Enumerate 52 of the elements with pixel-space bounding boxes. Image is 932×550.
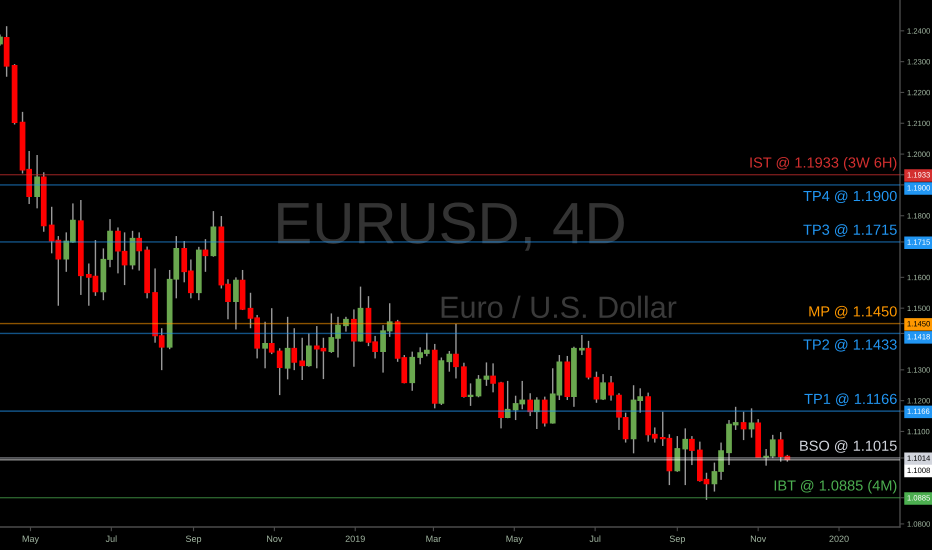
ref-line-label: TP4 @ 1.1900 <box>803 190 897 204</box>
x-tick-label: Jul <box>590 535 600 542</box>
ref-line-label: MP @ 1.1450 <box>809 306 897 318</box>
x-tick-label: Mar <box>426 536 442 542</box>
candlestick <box>740 411 746 441</box>
ref-line-label: TP2 @ 1.1433 <box>803 339 897 352</box>
x-tick-label: May <box>506 536 523 544</box>
candlestick <box>468 382 474 407</box>
candlestick <box>594 370 600 404</box>
candlestick <box>504 380 511 419</box>
text: Euro / U.S. Dollar <box>442 296 676 318</box>
ref-line-label: BSO @ 1.1015 <box>800 440 897 453</box>
candlestick <box>579 334 585 356</box>
x-tick-label: May <box>22 536 39 544</box>
candlestick <box>534 396 540 430</box>
candlestick <box>299 337 306 381</box>
candlestick <box>291 328 298 371</box>
candlestick <box>34 154 40 210</box>
ref-line-label: TP1 @ 1.1166 <box>804 393 897 406</box>
candlestick <box>542 396 548 428</box>
candlestick <box>276 348 283 396</box>
candlestick <box>600 373 606 401</box>
candlestick <box>233 276 239 330</box>
x-tick-label: Sep <box>186 536 202 544</box>
candlestick <box>351 308 357 368</box>
candlestick <box>284 316 290 380</box>
candlestick <box>262 321 268 369</box>
candlestick <box>527 392 534 417</box>
candlestick <box>268 307 275 355</box>
candlestick <box>136 232 142 272</box>
x-tick-label: 2019 <box>346 536 365 542</box>
candlestick <box>689 435 695 466</box>
x-tick-label: Jul <box>106 535 117 542</box>
candlestick <box>202 238 208 273</box>
candlestick <box>682 428 688 486</box>
ref-line-label: IST @ 1.1933 (3W 6H) <box>750 156 896 171</box>
candlestick <box>306 332 312 368</box>
candlestick <box>484 362 490 387</box>
candlestick <box>490 362 496 394</box>
candlestick <box>446 350 452 372</box>
candlestick <box>453 323 459 380</box>
candlestick <box>476 374 482 398</box>
x-tick-label: 2020 <box>829 536 849 542</box>
x-tick-label: Nov <box>267 536 282 542</box>
ref-line-label: IBT @ 1.0885 (4M) <box>774 480 896 494</box>
candlestick <box>748 408 754 438</box>
candlestick <box>608 375 614 402</box>
candlestick <box>674 435 680 473</box>
ref-line-label: TP3 @ 1.1715 <box>803 224 897 237</box>
candlestick <box>343 316 349 332</box>
x-tick-label: Nov <box>750 536 766 542</box>
x-tick-label: Sep <box>670 536 685 544</box>
